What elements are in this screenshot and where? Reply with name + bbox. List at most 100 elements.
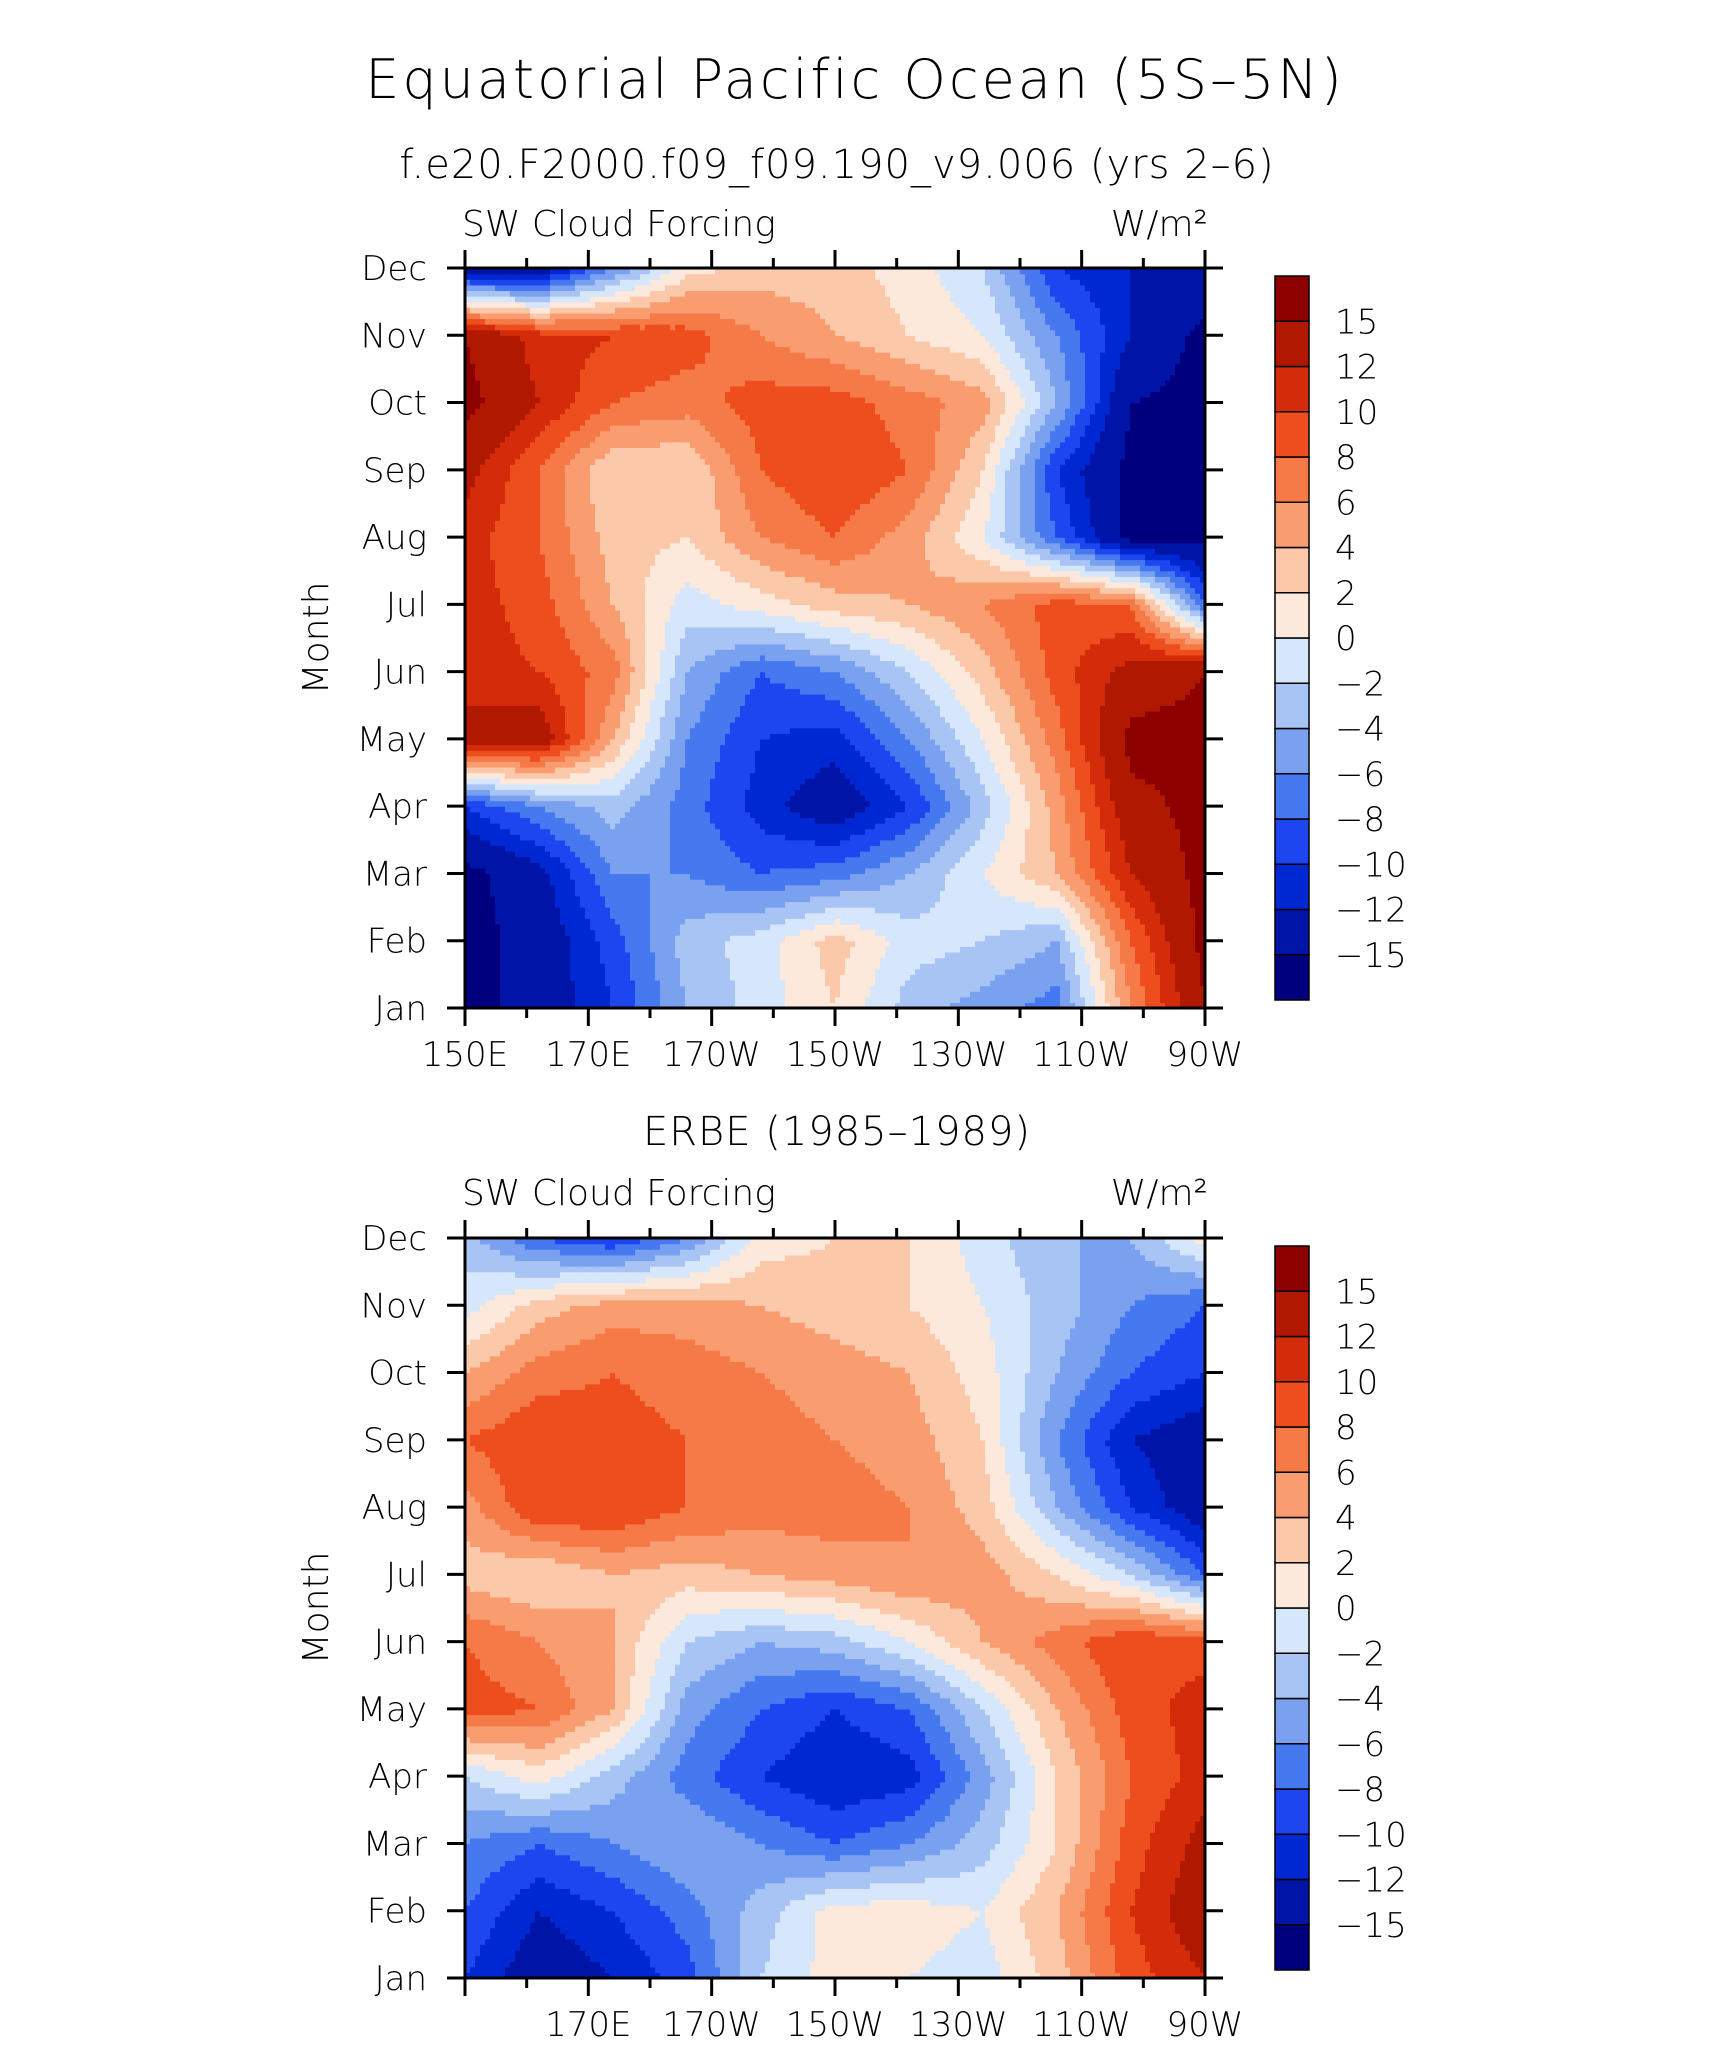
contour-cell [1145, 974, 1151, 980]
contour-cell [575, 980, 581, 986]
contour-cell [985, 941, 991, 947]
contour-cell [905, 991, 911, 997]
contour-cell [665, 963, 671, 969]
contour-cell [1010, 958, 1016, 964]
contour-cell [720, 907, 726, 913]
contour-cell [555, 901, 561, 907]
contour-cell [660, 930, 666, 936]
contour-cell [1150, 918, 1156, 924]
contour-cell [860, 952, 866, 958]
contour-cell [550, 969, 556, 975]
contour-cell [980, 896, 986, 902]
contour-cell [940, 924, 946, 930]
contour-cell [835, 924, 841, 930]
contour-cell [1025, 941, 1031, 947]
contour-cell [565, 907, 571, 913]
contour-cell [680, 974, 686, 980]
contour-cell [825, 907, 831, 913]
contour-cell [495, 986, 501, 992]
contour-cell [705, 907, 711, 913]
contour-cell [760, 980, 766, 986]
contour-cell [790, 941, 796, 947]
contour-cell [1070, 941, 1076, 947]
contour-cell [1075, 969, 1081, 975]
contour-cell [1190, 986, 1196, 992]
contour-cell [565, 935, 571, 941]
contour-cell [675, 963, 681, 969]
contour-cell [1025, 952, 1031, 958]
contour-cell [515, 980, 521, 986]
contour-cell [905, 935, 911, 941]
contour-cell [1105, 974, 1111, 980]
contour-cell [1150, 941, 1156, 947]
contour-cell [570, 896, 576, 902]
contour-cell [650, 941, 656, 947]
contour-cell [595, 952, 601, 958]
contour-cell [910, 930, 916, 936]
contour-cell [1090, 958, 1096, 964]
contour-cell [725, 930, 731, 936]
contour-cell [710, 963, 716, 969]
contour-cell [1085, 958, 1091, 964]
contour-cell [1190, 969, 1196, 975]
contour-cell [1075, 924, 1081, 930]
contour-cell [565, 991, 571, 997]
contour-cell [645, 941, 651, 947]
contour-cell [950, 941, 956, 947]
contour-cell [605, 963, 611, 969]
contour-cell [800, 901, 806, 907]
contour-cell [895, 918, 901, 924]
contour-cell [615, 907, 621, 913]
contour-cell [980, 980, 986, 986]
contour-cell [1145, 941, 1151, 947]
contour-cell [975, 969, 981, 975]
contour-cell [1150, 986, 1156, 992]
contour-cell [835, 997, 841, 1003]
contour-cell [805, 930, 811, 936]
contour-cell [845, 901, 851, 907]
contour-cell [755, 924, 761, 930]
contour-cell [925, 924, 931, 930]
contour-cell [1035, 907, 1041, 913]
contour-cell [780, 913, 786, 919]
contour-cell [925, 896, 931, 902]
contour-cell [1025, 913, 1031, 919]
contour-cell [720, 924, 726, 930]
contour-cell [755, 941, 761, 947]
contour-cell [515, 969, 521, 975]
contour-cell [625, 974, 631, 980]
contour-cell [1125, 997, 1131, 1003]
contour-cell [660, 997, 666, 1003]
contour-cell [560, 969, 566, 975]
contour-cell [595, 918, 601, 924]
contour-cell [745, 974, 751, 980]
contour-cell [1115, 946, 1121, 952]
contour-cell [495, 991, 501, 997]
contour-cell [945, 918, 951, 924]
contour-cell [845, 958, 851, 964]
contour-cell [885, 930, 891, 936]
contour-cell [1195, 946, 1201, 952]
contour-cell [495, 974, 501, 980]
contour-cell [730, 946, 736, 952]
contour-cell [980, 974, 986, 980]
contour-cell [895, 946, 901, 952]
contour-cell [1155, 913, 1161, 919]
contour-cell [610, 913, 616, 919]
contour-cell [805, 991, 811, 997]
contour-cell [620, 980, 626, 986]
contour-cell [705, 958, 711, 964]
contour-cell [1150, 969, 1156, 975]
contour-cell [725, 901, 731, 907]
contour-cell [755, 946, 761, 952]
contour-cell [575, 941, 581, 947]
contour-cell [955, 896, 961, 902]
contour-cell [1000, 963, 1006, 969]
contour-cell [1015, 924, 1021, 930]
contour-cell [690, 935, 696, 941]
contour-cell [655, 980, 661, 986]
contour-cell [560, 924, 566, 930]
contour-cell [1095, 986, 1101, 992]
contour-cell [800, 980, 806, 986]
contour-cell [945, 997, 951, 1003]
